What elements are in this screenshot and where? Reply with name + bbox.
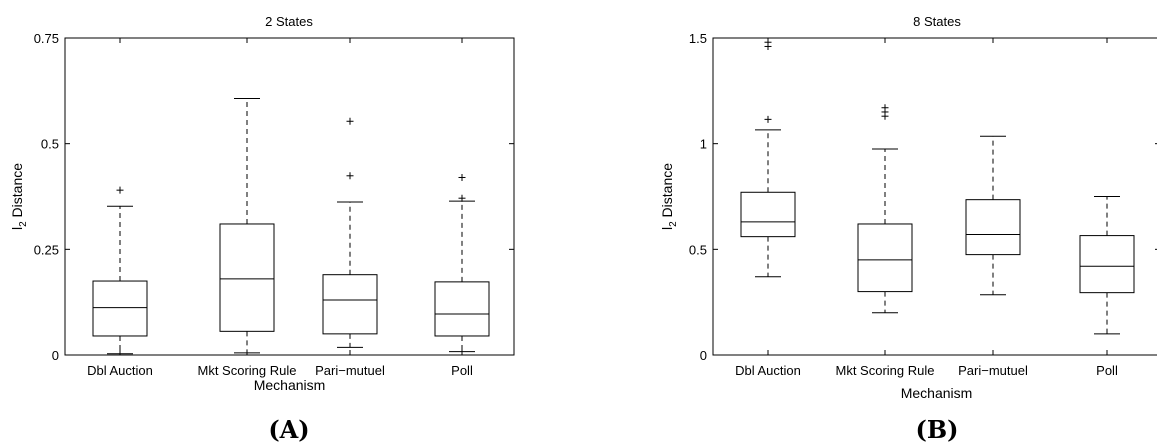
- x-tick-label: Pari−mutuel: [315, 363, 385, 378]
- iqr-box: [740, 191, 796, 238]
- y-tick-label: 0: [700, 348, 707, 363]
- x-tick-label: Mkt Scoring Rule: [198, 363, 297, 378]
- box-3: [965, 135, 1021, 296]
- box-3: [322, 117, 378, 348]
- x-axis-label: Mechanism: [901, 385, 973, 401]
- y-tick-label: 1.5: [689, 31, 707, 46]
- y-axis-label: l2 Distance: [659, 163, 679, 230]
- panel-label: (B): [916, 415, 959, 444]
- y-axis-label-main: l: [659, 227, 675, 230]
- iqr-box: [92, 280, 148, 337]
- y-axis-label-subscript: 2: [18, 221, 29, 227]
- x-tick-label: Mkt Scoring Rule: [836, 363, 935, 378]
- y-axis-label-rest: Distance: [9, 163, 25, 222]
- axes-frame: [712, 37, 1157, 356]
- box-2: [857, 104, 913, 314]
- y-axis-label-main: l: [9, 227, 25, 230]
- box-4: [434, 173, 490, 353]
- y-tick-label: 1: [700, 137, 707, 152]
- plot-title: 8 States: [913, 14, 961, 29]
- iqr-box: [322, 274, 378, 335]
- box-2: [219, 97, 275, 354]
- box-1: [92, 186, 148, 355]
- iqr-box: [1079, 235, 1135, 294]
- axes-frame: [64, 37, 515, 356]
- x-tick-label: Poll: [451, 363, 473, 378]
- panel-b: 8 States 0 0.5 1 1.5 Dbl Auction Mkt Scoring R…: [659, 14, 1157, 444]
- plot-title: 2 States: [265, 14, 313, 29]
- panel-label: (A): [268, 415, 309, 444]
- y-tick-label: 0.25: [34, 242, 59, 257]
- iqr-box: [857, 223, 913, 293]
- panel-a: 2 States 0 0.25 0.5 0.75 Dbl Auction Mkt Scori…: [9, 14, 515, 444]
- x-tick-label: Dbl Auction: [735, 363, 801, 378]
- x-axis-label: Mechanism: [254, 377, 326, 393]
- y-axis-label-rest: Distance: [659, 163, 675, 222]
- y-tick-label: 0.5: [41, 137, 59, 152]
- iqr-box: [965, 199, 1021, 256]
- box-1: [740, 38, 796, 278]
- x-tick-label: Poll: [1096, 363, 1118, 378]
- iqr-box: [434, 281, 490, 337]
- y-tick-label: 0.5: [689, 242, 707, 257]
- y-axis-label: l2 Distance: [9, 163, 29, 230]
- x-tick-label: Dbl Auction: [87, 363, 153, 378]
- y-axis-label-subscript: 2: [668, 221, 679, 227]
- box-4: [1079, 196, 1135, 335]
- x-tick-label: Pari−mutuel: [958, 363, 1028, 378]
- iqr-box: [219, 223, 275, 332]
- y-tick-label: 0.75: [34, 31, 59, 46]
- y-tick-label: 0: [52, 348, 59, 363]
